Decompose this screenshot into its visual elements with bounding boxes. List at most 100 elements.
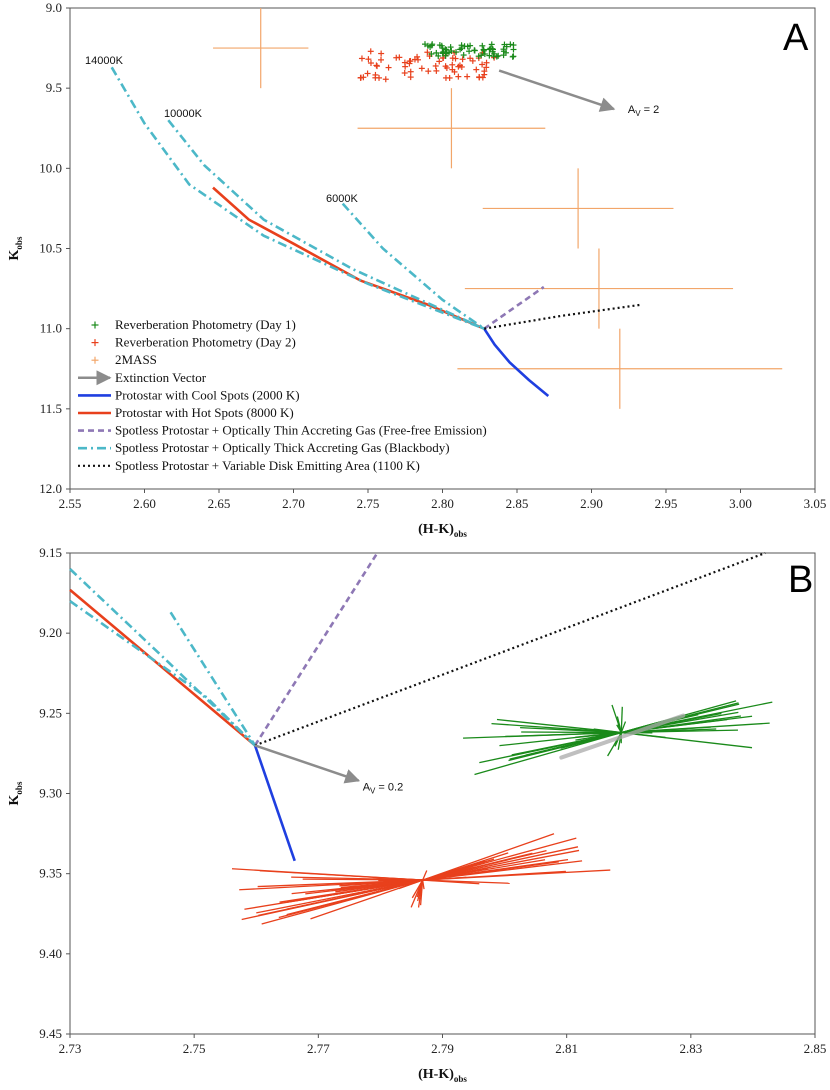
day1-spoke (621, 722, 658, 734)
day2-spoke (410, 879, 424, 908)
a-x-tick-label: 2.60 (133, 496, 156, 511)
b-x-tick-label: 2.81 (555, 1041, 578, 1056)
day1-spoke (621, 722, 770, 734)
b-x-tick-label: 2.77 (307, 1041, 330, 1056)
a-series-spotless-protostar-optically-thin-accreting-gas-free-free-emission- (483, 285, 545, 330)
day2-spoke (417, 879, 424, 908)
b-y-axis-label: Kobs (7, 781, 24, 805)
panel-a: AV = 2 14000K 10000K 6000K 2.55 2.60 2.65 2.7… (7, 0, 826, 539)
legend-label: Reverberation Photometry (Day 2) (115, 335, 296, 350)
b-x-tick-label: 2.83 (679, 1041, 702, 1056)
legend-label: Spotless Protostar + Variable Disk Emitt… (115, 458, 420, 473)
extinction-label: AV = 0.2 (363, 782, 404, 796)
panel-b-frame (69, 552, 816, 1035)
twomass-points (213, 8, 783, 409)
a-series-spotless-protostar-variable-disk-emitting-area-1100-k- (484, 303, 643, 330)
day2-spoke (422, 869, 611, 881)
b-y-tick-label: 9.40 (39, 946, 62, 961)
reverberation-star-clusters (231, 700, 773, 925)
a-x-tick-label: 3.05 (804, 496, 827, 511)
legend: Reverberation Photometry (Day 1) Reverber… (78, 317, 487, 473)
day2-spoke (422, 833, 555, 881)
day2-spoke (422, 858, 569, 881)
day2-spoke (295, 879, 423, 902)
day2-spoke (313, 879, 423, 909)
a-x-tick-label: 2.85 (506, 496, 529, 511)
b-x-axis-label: (H-K)obs (418, 1067, 467, 1084)
legend-label: Protostar with Hot Spots (8000 K) (115, 405, 294, 420)
legend-label: Spotless Protostar + Optically Thin Accr… (115, 423, 487, 438)
b-series-blackbody-10000k (69, 600, 256, 747)
extinction-arrow (254, 744, 361, 784)
a-x-tick-label: 3.00 (729, 496, 752, 511)
b-series-blackbody-6000k (169, 611, 257, 747)
extinction-arrow (498, 69, 616, 112)
legend-label: 2MASS (115, 352, 157, 367)
day2-spoke (239, 879, 423, 891)
day1-spoke (511, 731, 622, 756)
b-y-tick-label: 9.35 (39, 866, 62, 881)
legend-label: Spotless Protostar + Optically Thick Acc… (115, 440, 450, 455)
b-y-tick-label: 9.25 (39, 705, 62, 720)
a-y-tick-label: 11.5 (40, 401, 62, 416)
day1-spoke (520, 726, 622, 734)
a-x-tick-label: 2.75 (357, 496, 380, 511)
a-y-tick-label: 10.5 (39, 241, 62, 256)
a-x-tick-label: 2.55 (59, 496, 82, 511)
b-series-protostar-with-cool-spots-2000-k- (253, 744, 296, 862)
day1-gray-band (559, 713, 686, 760)
a-y-tick-label: 9.5 (46, 80, 62, 95)
temp-label: 10000K (164, 108, 203, 120)
temp-label: 6000K (326, 193, 358, 205)
b-y-tick-label: 9.15 (39, 545, 62, 560)
panel-letter-a: A (783, 17, 809, 59)
extinction-vector: AV = 2 (498, 69, 659, 118)
legend-label: Reverberation Photometry (Day 1) (115, 317, 296, 332)
day1-spoke (575, 731, 622, 741)
b-y-tick-label: 9.45 (39, 1026, 62, 1041)
panel-b: AV = 0.2 2.73 2.75 2.77 2.79 2.81 2.83 2.85 9.1… (7, 545, 826, 1084)
day2-spoke (310, 879, 423, 920)
day2-spoke (422, 870, 428, 881)
temp-label: 14000K (85, 55, 124, 67)
a-x-tick-label: 2.90 (580, 496, 603, 511)
a-x-tick-label: 2.95 (655, 496, 678, 511)
b-x-tick-label: 2.79 (431, 1041, 454, 1056)
reverberation-points (357, 41, 517, 83)
a-y-tick-label: 11.0 (40, 321, 62, 336)
day2-spoke (422, 871, 450, 881)
a-series-blackbody-6000k (341, 202, 485, 330)
model-curves (69, 551, 766, 862)
b-y-tick-label: 9.20 (39, 625, 62, 640)
b-y-tick-label: 9.30 (39, 786, 62, 801)
a-y-tick-label: 10.0 (39, 160, 62, 175)
panel-b-axes: 2.73 2.75 2.77 2.79 2.81 2.83 2.85 9.15 9.20 9.25… (7, 545, 826, 1084)
day2-spoke (421, 879, 425, 890)
a-series-protostar-with-hot-spots-8000-k- (212, 186, 485, 330)
a-x-tick-label: 2.70 (282, 496, 305, 511)
a-x-tick-label: 2.80 (431, 496, 454, 511)
a-series-protostar-with-cool-spots-2000-k- (483, 327, 550, 398)
panel-letter-b: B (788, 559, 813, 601)
day2-spoke (422, 879, 510, 884)
a-series-blackbody-10000k (167, 119, 485, 330)
b-series-spotless-protostar-optically-thin-accreting-gas-free-free-emission- (253, 552, 379, 747)
day2-spoke (231, 868, 423, 881)
extinction-label: AV = 2 (628, 104, 659, 118)
temperature-labels: 14000K 10000K 6000K (85, 55, 358, 205)
legend-label: Protostar with Cool Spots (2000 K) (115, 387, 300, 402)
a-y-tick-label: 9.0 (46, 0, 62, 15)
a-series-blackbody-14000k (110, 66, 485, 330)
day1-spoke (611, 704, 622, 733)
panel-a-axes: 2.55 2.60 2.65 2.70 2.75 2.80 2.85 2.90 2.95 3.00… (7, 0, 826, 539)
b-x-tick-label: 2.73 (59, 1041, 82, 1056)
legend-label: Extinction Vector (115, 370, 207, 385)
day1-spoke (593, 728, 622, 734)
b-series-protostar-with-hot-spots-8000-k- (69, 588, 256, 747)
a-y-tick-label: 12.0 (39, 481, 62, 496)
b-series-spotless-protostar-variable-disk-emitting-area-1100-k- (254, 551, 766, 747)
model-curves (110, 66, 643, 398)
b-x-tick-label: 2.75 (183, 1041, 206, 1056)
day2-spoke (286, 879, 423, 910)
